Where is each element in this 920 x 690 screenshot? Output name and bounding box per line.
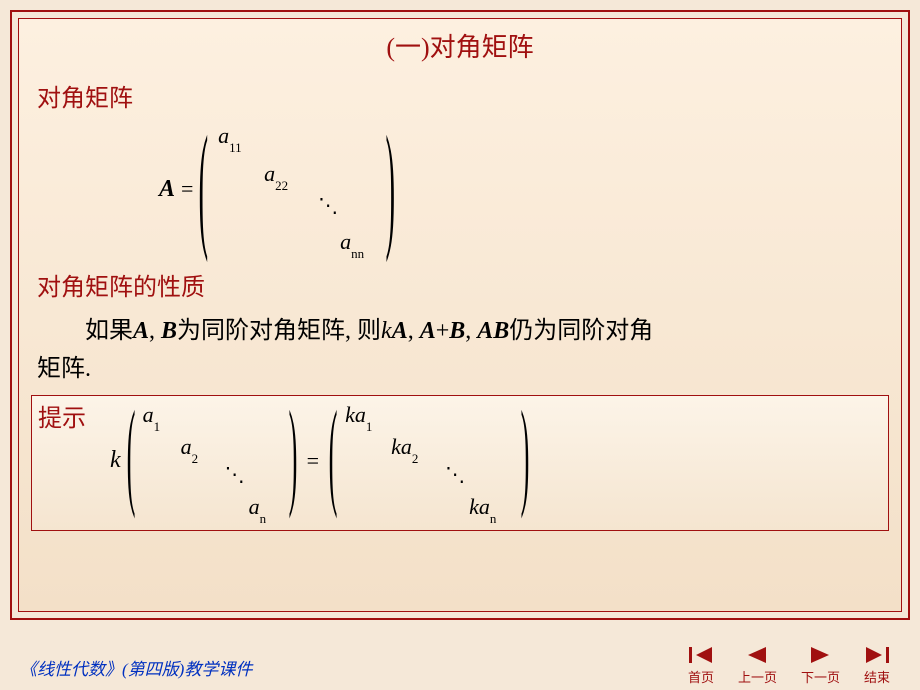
m2r-ka1: ka1 <box>345 402 372 431</box>
m2-lparen1: ( <box>126 393 135 528</box>
m2r-kan: kan <box>469 494 496 523</box>
section-heading-1: 对角矩阵 <box>19 78 901 113</box>
m2l-a2: a2 <box>181 434 199 463</box>
m1-a22: a22 <box>264 161 288 190</box>
nav-next-label: 下一页 <box>801 667 840 686</box>
hint-label: 提示 <box>38 398 86 433</box>
m2-rparen1: ) <box>288 393 297 528</box>
nav-last-icon <box>864 645 890 665</box>
m2l-an: an <box>249 494 267 523</box>
nav-bar: 首页 上一页 下一页 结束 <box>688 645 890 686</box>
right-paren: ) <box>386 108 396 270</box>
hint-box: 提示 k ( a1 a2 ⋱ an ) = ( ka1 ka2 ⋱ kan <box>31 395 889 531</box>
footer: 《线性代数》(第四版)教学课件 首页 上一页 下一页 结束 <box>0 630 920 690</box>
nav-prev-icon <box>744 645 770 665</box>
m1-ddots: ⋱ <box>318 193 336 218</box>
nav-prev-label: 上一页 <box>738 667 777 686</box>
scalar-k: k <box>110 447 121 474</box>
left-paren: ( <box>199 108 209 270</box>
body-line-2: 矩阵. <box>19 350 901 388</box>
section-heading-2: 对角矩阵的性质 <box>19 267 901 302</box>
m2-eq: = <box>301 448 325 474</box>
m2l-ddots: ⋱ <box>225 462 243 487</box>
slide-content: (一)对角矩阵 对角矩阵 A = ( a11 a22 ⋱ ann ) 对角矩阵的… <box>18 18 902 612</box>
slide-title: (一)对角矩阵 <box>19 19 901 64</box>
body-line-1: 如果A, B为同阶对角矩阵, 则kA, A+B, AB仍为同阶对角 <box>19 312 901 350</box>
m2-lparen2: ( <box>329 393 338 528</box>
m2r-ka2: ka2 <box>391 434 418 463</box>
nav-prev-button[interactable]: 上一页 <box>738 645 777 686</box>
slide-frame: (一)对角矩阵 对角矩阵 A = ( a11 a22 ⋱ ann ) 对角矩阵的… <box>10 10 910 620</box>
equals-sign: = <box>175 176 199 202</box>
nav-next-icon <box>807 645 833 665</box>
matrix-equation-2: k ( a1 a2 ⋱ an ) = ( ka1 ka2 ⋱ kan ) <box>40 400 880 522</box>
nav-last-label: 结束 <box>864 667 890 686</box>
nav-last-button[interactable]: 结束 <box>864 645 890 686</box>
matrix1-lhs-A: A <box>159 176 175 203</box>
nav-first-button[interactable]: 首页 <box>688 645 714 686</box>
m2r-ddots: ⋱ <box>445 462 463 487</box>
nav-first-icon <box>688 645 714 665</box>
m2l-a1: a1 <box>143 402 161 431</box>
course-title: 《线性代数》(第四版)教学课件 <box>20 655 252 680</box>
m2-rparen2: ) <box>521 393 530 528</box>
matrix1-body: a11 a22 ⋱ ann <box>212 119 382 259</box>
m2-right-body: ka1 ka2 ⋱ kan <box>339 400 519 522</box>
m1-a11: a11 <box>218 123 242 152</box>
m1-ann: ann <box>340 229 364 258</box>
nav-first-label: 首页 <box>688 667 714 686</box>
nav-next-button[interactable]: 下一页 <box>801 645 840 686</box>
m2-left-body: a1 a2 ⋱ an <box>137 400 287 522</box>
matrix-equation-1: A = ( a11 a22 ⋱ ann ) <box>19 119 901 259</box>
